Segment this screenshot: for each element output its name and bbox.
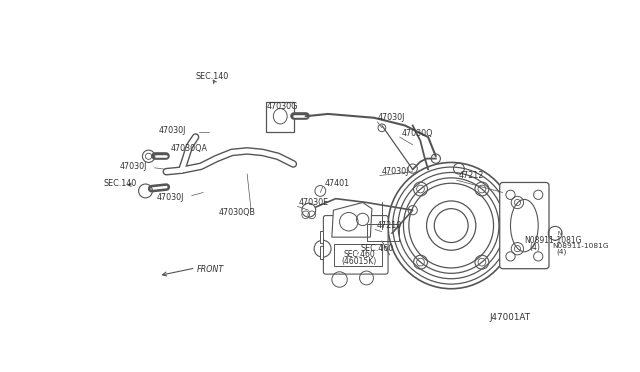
- FancyBboxPatch shape: [323, 216, 388, 274]
- Text: SEC.140: SEC.140: [103, 179, 136, 188]
- Text: (4): (4): [557, 248, 567, 255]
- Text: (46015K): (46015K): [342, 257, 377, 266]
- Bar: [334, 244, 382, 266]
- Text: 47030Q: 47030Q: [401, 129, 433, 138]
- Text: 47030G: 47030G: [266, 102, 298, 111]
- Text: 47210: 47210: [376, 221, 402, 230]
- Polygon shape: [319, 231, 323, 243]
- Text: 47030J: 47030J: [159, 126, 186, 135]
- Text: N08911-1081G: N08911-1081G: [524, 237, 582, 246]
- Text: SEC.140: SEC.140: [196, 73, 229, 81]
- Text: SEC.460: SEC.460: [360, 244, 394, 253]
- Text: 47401: 47401: [324, 179, 349, 188]
- Text: N: N: [557, 231, 561, 236]
- Polygon shape: [319, 246, 323, 259]
- Text: N08911-1081G: N08911-1081G: [552, 243, 609, 248]
- Polygon shape: [332, 202, 372, 237]
- Text: (4): (4): [530, 243, 541, 251]
- Text: 47212: 47212: [459, 171, 484, 180]
- Text: J47001AT: J47001AT: [490, 314, 531, 323]
- Bar: [266, 102, 294, 132]
- Text: 47030QA: 47030QA: [170, 144, 207, 153]
- FancyBboxPatch shape: [500, 183, 549, 269]
- Text: 47030QB: 47030QB: [219, 208, 255, 217]
- Text: SEC.460: SEC.460: [344, 250, 375, 259]
- Text: 47030J: 47030J: [157, 193, 184, 202]
- Text: 47030J: 47030J: [382, 167, 409, 176]
- Text: 47030E: 47030E: [299, 198, 329, 207]
- Text: 47030J: 47030J: [378, 113, 405, 122]
- Text: FRONT: FRONT: [197, 265, 225, 274]
- Bar: [367, 224, 399, 241]
- Text: 47030J: 47030J: [120, 162, 147, 171]
